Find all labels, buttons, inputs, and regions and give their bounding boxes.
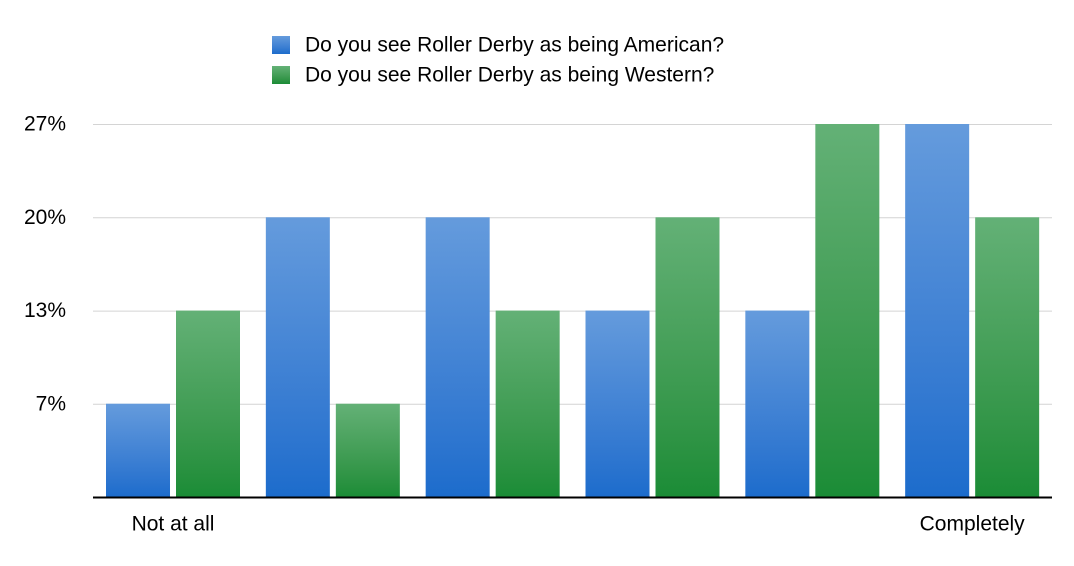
bar <box>495 310 560 497</box>
bar <box>585 310 650 497</box>
legend-swatch <box>272 36 290 54</box>
x-tick-label: Not at all <box>132 513 215 536</box>
bar <box>975 217 1040 497</box>
bar <box>176 310 240 497</box>
x-tick-label: Completely <box>920 513 1026 536</box>
bar <box>815 124 880 497</box>
bar <box>655 217 720 497</box>
bar <box>265 217 330 497</box>
y-tick-label: 7% <box>36 392 66 415</box>
y-tick-label: 13% <box>24 299 66 322</box>
y-tick-label: 27% <box>24 113 66 136</box>
legend-swatch <box>272 66 290 84</box>
bar <box>905 124 970 497</box>
bar <box>335 403 400 497</box>
bar <box>745 310 810 497</box>
y-tick-label: 20% <box>24 206 66 229</box>
legend-label: Do you see Roller Derby as being America… <box>305 34 724 57</box>
bar <box>425 217 490 497</box>
legend-label: Do you see Roller Derby as being Western… <box>305 64 714 87</box>
bar <box>106 403 170 497</box>
